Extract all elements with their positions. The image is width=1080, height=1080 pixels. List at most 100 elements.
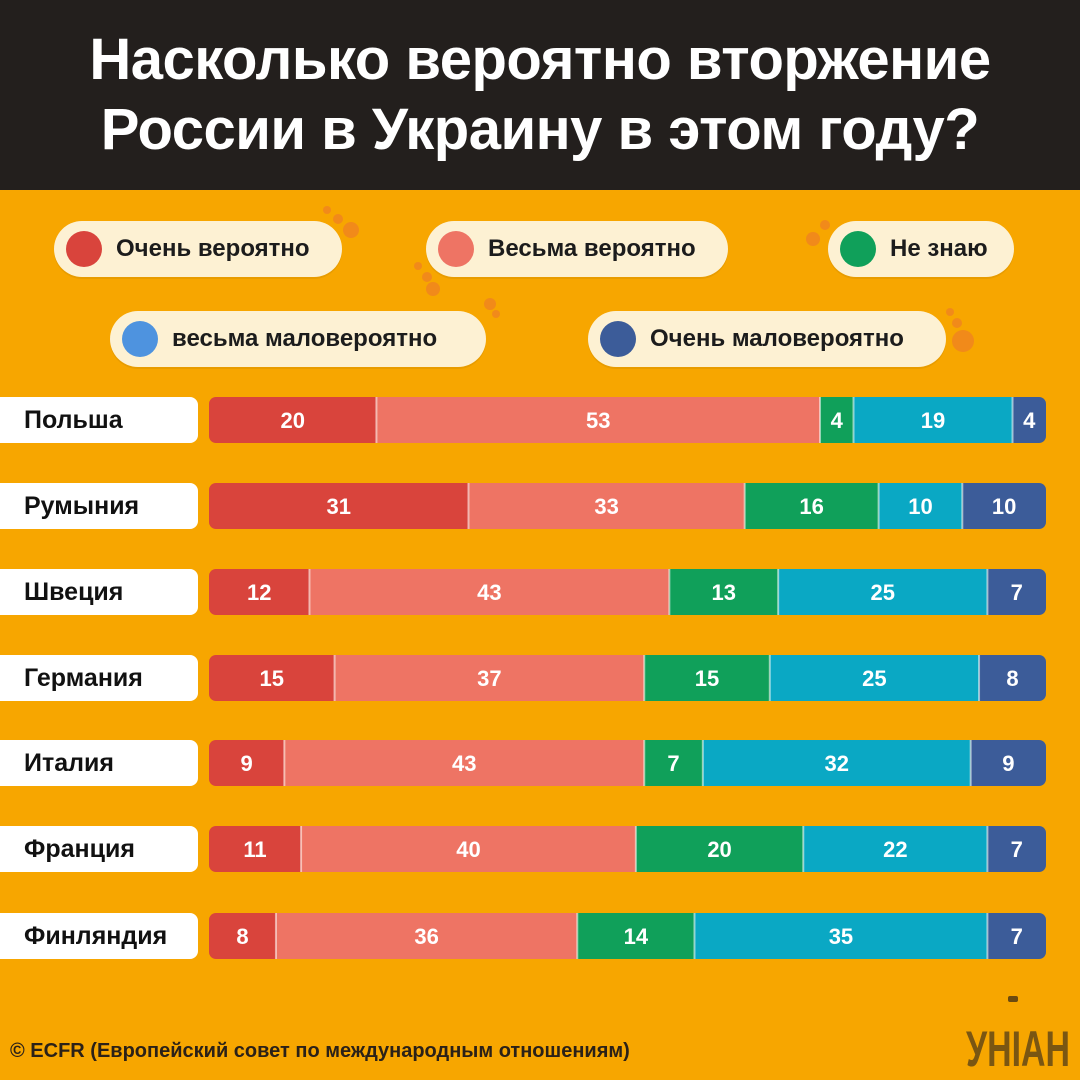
data-label: 14 xyxy=(624,924,649,949)
data-label: 15 xyxy=(260,666,284,691)
bar-segment xyxy=(744,483,879,529)
data-label: 7 xyxy=(667,751,679,776)
decor-dot xyxy=(946,308,954,316)
country-label: Италия xyxy=(0,740,198,786)
data-label: 9 xyxy=(1002,751,1014,776)
legend-item-dont-know: Не знаю xyxy=(828,221,1014,277)
legend-swatch xyxy=(438,231,474,267)
country-label: Польша xyxy=(0,397,198,443)
decor-dot xyxy=(422,272,432,282)
data-label: 20 xyxy=(280,408,304,433)
segment-divider xyxy=(643,655,646,701)
segment-divider xyxy=(1011,397,1014,443)
bar-segment xyxy=(468,483,745,529)
data-label: 22 xyxy=(883,837,907,862)
data-label: 4 xyxy=(831,408,844,433)
decor-dot xyxy=(492,310,500,318)
unian-logo: УНІАН xyxy=(966,996,1070,1074)
data-label: 33 xyxy=(594,494,618,519)
data-label: 4 xyxy=(1023,408,1036,433)
bar-segment xyxy=(1012,397,1046,443)
bar-segment xyxy=(209,569,310,615)
data-label: 16 xyxy=(799,494,823,519)
svg-text:УНІАН: УНІАН xyxy=(966,1021,1070,1074)
legend-swatch xyxy=(66,231,102,267)
data-label: 25 xyxy=(871,580,895,605)
legend-item-quite-likely: Весьма вероятно xyxy=(426,221,728,277)
bar-segment xyxy=(334,655,645,701)
data-label: 10 xyxy=(908,494,932,519)
decor-dot xyxy=(323,206,331,214)
segment-divider xyxy=(978,655,981,701)
decor-dot xyxy=(952,330,974,352)
segment-divider xyxy=(283,740,286,786)
bar-segment xyxy=(820,397,854,443)
legend-item-very-unlikely: Очень маловероятно xyxy=(588,311,946,367)
data-label: 8 xyxy=(1006,666,1018,691)
bar-row xyxy=(209,655,1046,701)
title-line-1: Насколько вероятно вторжение xyxy=(89,27,991,92)
segment-divider xyxy=(877,483,880,529)
data-label: 40 xyxy=(456,837,480,862)
bar-segment xyxy=(669,569,779,615)
bar-segment xyxy=(209,397,377,443)
data-label: 15 xyxy=(695,666,719,691)
legend-item-very-likely: Очень вероятно xyxy=(54,221,342,277)
bar-segment xyxy=(577,913,695,959)
bar-row xyxy=(209,483,1046,529)
segment-divider xyxy=(467,483,470,529)
bar-row xyxy=(209,397,1046,443)
title-line-2: России в Украину в этом году? xyxy=(100,97,980,162)
source-footer: © ECFR (Европейский совет по международн… xyxy=(10,1040,630,1062)
decor-dot xyxy=(414,262,422,270)
bar-segment xyxy=(769,655,980,701)
legend-item-quite-unlikely: весьма маловероятно xyxy=(110,311,486,367)
data-label: 19 xyxy=(921,408,945,433)
legend-label: Не знаю xyxy=(890,235,988,262)
segment-divider xyxy=(852,397,855,443)
bar-row xyxy=(209,826,1046,872)
country-label: Швеция xyxy=(0,569,198,615)
data-label: 8 xyxy=(236,924,248,949)
data-label: 7 xyxy=(1011,837,1023,862)
legend-label: Очень маловероятно xyxy=(650,325,904,352)
segment-divider xyxy=(300,826,303,872)
bar-row xyxy=(209,569,1046,615)
bar-segment xyxy=(987,913,1046,959)
data-label: 43 xyxy=(452,751,476,776)
bar-segment xyxy=(209,483,469,529)
segment-divider xyxy=(986,569,989,615)
bar-segment xyxy=(284,740,645,786)
segment-divider xyxy=(333,655,336,701)
segment-divider xyxy=(634,826,637,872)
data-label: 11 xyxy=(243,837,266,862)
bar-segment xyxy=(987,569,1046,615)
segment-divider xyxy=(375,397,378,443)
legend-label: Весьма вероятно xyxy=(488,235,696,262)
segment-divider xyxy=(819,397,822,443)
segment-divider xyxy=(693,913,696,959)
data-label: 13 xyxy=(712,580,736,605)
bar-segment xyxy=(970,740,1046,786)
data-label: 7 xyxy=(1011,580,1023,605)
country-label: Франция xyxy=(0,826,198,872)
segment-divider xyxy=(308,569,311,615)
bar-segment xyxy=(694,913,988,959)
decor-dot xyxy=(952,318,962,328)
bar-segment xyxy=(644,655,770,701)
legend-label: весьма маловероятно xyxy=(172,325,438,352)
bar-segment xyxy=(209,655,335,701)
bar-segment xyxy=(301,826,636,872)
data-label: 9 xyxy=(241,751,253,776)
bar-segment xyxy=(778,569,988,615)
segment-divider xyxy=(576,913,579,959)
decor-dot xyxy=(343,222,359,238)
data-label: 31 xyxy=(326,494,350,519)
segment-divider xyxy=(743,483,746,529)
segment-divider xyxy=(668,569,671,615)
legend-swatch xyxy=(122,321,158,357)
segment-divider xyxy=(961,483,964,529)
title-banner: Насколько вероятно вторжение России в Ук… xyxy=(0,0,1080,190)
bar-segment xyxy=(376,397,821,443)
